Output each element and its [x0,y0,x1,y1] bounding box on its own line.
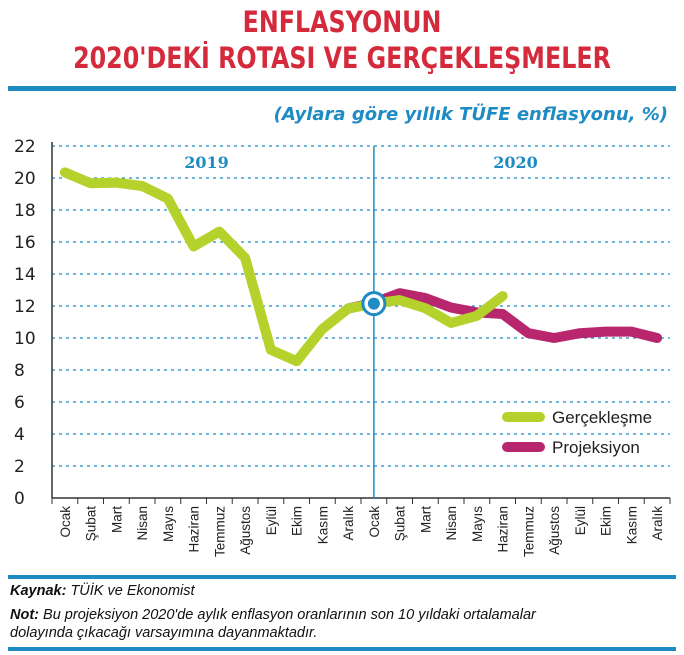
series-line-gerceklesme [59,167,508,367]
y-tick-label: 10 [14,329,36,349]
chart-title-line1: ENFLASYONUN [242,5,442,39]
y-tick-label: 16 [14,233,36,253]
x-tick-label: Ocak [367,506,382,538]
y-tick-label: 18 [14,201,36,221]
x-tick-label: Ekim [290,506,305,536]
source-label: Kaynak: [10,583,67,599]
legend-projeksiyon-label: Projeksiyon [552,438,640,457]
note-line-2: dolayında çıkacağı varsayımına dayanmakt… [10,625,317,641]
note-line-1: Not: Bu projeksiyon 2020'de aylık enflas… [10,607,536,623]
x-tick-label: Mayıs [470,506,485,542]
y-tick-label: 12 [14,297,36,317]
chart-subtitle: (Aylara göre yıllık TÜFE enflasyonu, %) [273,104,668,125]
y-tick-label: 22 [14,137,36,157]
x-tick-label: Mart [109,506,124,533]
x-tick-label: Şubat [393,506,408,542]
x-tick-label: Haziran [187,506,202,553]
x-tick-label: Aralık [650,506,665,541]
y-tick-label: 14 [14,265,36,285]
highlight-marker-dot [367,297,380,310]
series-line-projeksiyon [343,288,663,343]
x-tick-label: Kasım [315,506,330,544]
x-tick-label: Kasım [624,506,639,544]
y-tick-label: 4 [14,425,25,445]
x-tick-label: Ağustos [238,506,253,555]
x-tick-label: Eylül [264,506,279,535]
x-tick-label: Nisan [135,506,150,541]
year-label-2019: 2019 [184,153,229,172]
source-text: TÜİK ve Ekonomist [70,583,195,599]
top-rule [8,86,676,91]
x-tick-label: Eylül [573,506,588,535]
x-tick-label: Temmuz [521,506,536,557]
bottom-rule [8,575,676,579]
x-tick-label: Ağustos [547,506,562,555]
y-tick-label: 20 [14,169,36,189]
x-tick-label: Şubat [84,506,99,542]
x-tick-label: Nisan [444,506,459,541]
y-tick-label: 2 [14,457,25,477]
note-text-2: dolayında çıkacağı varsayımına dayanmakt… [10,625,318,641]
note-text-1: Bu projeksiyon 2020'de aylık enflasyon o… [43,607,536,623]
year-label-2020: 2020 [493,153,538,172]
x-tick-label: Aralık [341,506,356,541]
chart-title-line2: 2020'DEKİ ROTASI VE GERÇEKLEŞMELER [73,41,611,75]
x-tick-label: Mart [418,506,433,533]
x-tick-label: Mayıs [161,506,176,542]
y-tick-label: 8 [14,361,25,381]
legend-gerceklesme-label: Gerçekleşme [552,408,652,427]
x-tick-label: Ocak [58,506,73,538]
x-tick-label: Haziran [496,506,511,553]
source-line: Kaynak: TÜİK ve Ekonomist [10,583,195,599]
y-tick-label: 6 [14,393,25,413]
x-tick-label: Temmuz [212,506,227,557]
y-tick-label: 0 [14,489,25,509]
footer-rule [8,647,676,651]
note-label: Not: [10,607,39,623]
x-tick-label: Ekim [599,506,614,536]
